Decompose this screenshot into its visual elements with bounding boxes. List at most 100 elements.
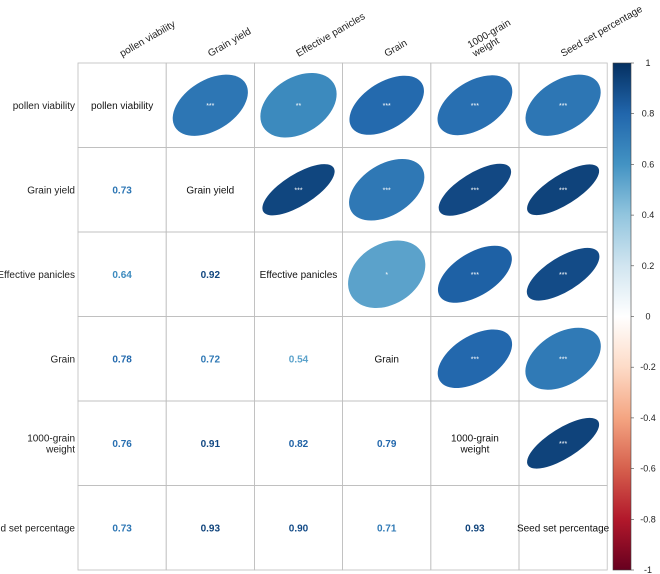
column-label-line: Seed set percentage xyxy=(559,4,645,60)
correlation-value: 0.79 xyxy=(377,439,397,450)
colorbar-tick-label: 0 xyxy=(645,312,650,322)
correlation-ellipse xyxy=(525,327,601,390)
colorbar-tick-label: 0.8 xyxy=(642,109,655,119)
significance-label: *** xyxy=(559,356,567,363)
column-labels: pollen viability Grain yield Effective pan… xyxy=(118,4,645,60)
row-label-line: weight xyxy=(45,444,75,455)
significance-label: *** xyxy=(471,272,479,279)
colorbar-gradient xyxy=(612,62,632,571)
correlation-ellipse xyxy=(526,247,600,301)
diagonal-label-line: 1000-grain xyxy=(451,433,499,444)
diagonal-label: Seed set percentage xyxy=(517,523,610,534)
colorbar-tick-label: 1 xyxy=(645,58,650,68)
significance-label: * xyxy=(385,272,388,279)
significance-label: *** xyxy=(471,356,479,363)
correlation-ellipse xyxy=(349,158,425,221)
significance-label: *** xyxy=(206,103,214,110)
colorbar-tick-label: 0.4 xyxy=(642,210,655,220)
correlation-value: 0.71 xyxy=(377,523,397,534)
correlation-ellipse xyxy=(172,74,248,136)
significance-label: ** xyxy=(296,103,302,110)
significance-label: *** xyxy=(559,187,567,194)
diagonal-label: Effective panicles xyxy=(260,270,338,281)
column-label-line: Effective panicles xyxy=(295,11,368,59)
column-label-line: pollen viability xyxy=(118,19,177,60)
correlation-value: 0.54 xyxy=(289,354,309,365)
row-label-line: 1000-grain xyxy=(27,433,75,444)
correlation-value: 0.82 xyxy=(289,439,309,450)
correlation-ellipse xyxy=(262,164,335,216)
column-label: 1000-grainweight xyxy=(465,18,518,61)
correlation-ellipse xyxy=(527,164,600,216)
row-label: Seed set percentage xyxy=(0,523,75,534)
row-label-line: Grain xyxy=(51,354,75,365)
diagonal-label-line: Grain yield xyxy=(186,185,234,196)
correlation-value: 0.76 xyxy=(112,439,132,450)
row-label-line: pollen viability xyxy=(13,101,75,112)
diagonal-label: Grain yield xyxy=(186,185,234,196)
correlation-value: 0.92 xyxy=(201,270,221,281)
colorbar-tick-label: -1 xyxy=(644,565,652,574)
significance-label: *** xyxy=(559,441,567,448)
significance-label: *** xyxy=(471,103,479,110)
diagonal-label-line: Seed set percentage xyxy=(517,523,610,534)
correlation-value: 0.93 xyxy=(465,523,485,534)
column-label: Seed set percentage xyxy=(559,4,645,60)
column-label-line: Grain xyxy=(383,38,410,60)
diagonal-label-line: pollen viability xyxy=(91,101,153,112)
diagonal-label: pollen viability xyxy=(91,101,153,112)
column-label: pollen viability xyxy=(118,19,177,60)
colorbar-tick-label: -0.6 xyxy=(640,464,656,474)
correlation-value: 0.78 xyxy=(112,354,132,365)
row-labels: pollen viability Grain yield Effective pan… xyxy=(0,101,75,535)
row-label: pollen viability xyxy=(13,101,75,112)
significance-label: *** xyxy=(559,103,567,110)
correlation-value: 0.64 xyxy=(112,270,132,281)
diagonal-label-line: weight xyxy=(459,444,489,455)
correlation-value: 0.72 xyxy=(201,354,221,365)
correlation-value: 0.93 xyxy=(201,523,221,534)
row-label-line: Effective panicles xyxy=(0,270,75,281)
correlation-value: 0.73 xyxy=(112,523,132,534)
row-label-line: Grain yield xyxy=(27,185,75,196)
correlation-value: 0.90 xyxy=(289,523,309,534)
correlation-ellipse xyxy=(260,72,337,138)
significance-label: *** xyxy=(471,187,479,194)
colorbar-tick-label: 0.2 xyxy=(642,261,655,271)
significance-label: *** xyxy=(294,187,302,194)
correlation-ellipse xyxy=(349,75,424,135)
correlation-ellipse xyxy=(527,417,600,469)
diagonal-label-line: Grain xyxy=(374,354,398,365)
matrix-cells: pollen viability *** ** *** *** ***0.73 Grain … xyxy=(77,62,610,571)
correlation-ellipse xyxy=(438,163,512,216)
correlation-ellipse xyxy=(525,74,601,136)
column-label: Effective panicles xyxy=(295,11,368,59)
correlation-ellipse xyxy=(348,240,426,309)
significance-label: *** xyxy=(559,272,567,279)
row-label: 1000-grain weight xyxy=(27,433,75,455)
diagonal-label: Grain xyxy=(374,354,398,365)
matrix-cell xyxy=(518,485,608,571)
row-label: Effective panicles xyxy=(0,270,75,281)
colorbar: 1 0.8 0.6 0.4 0.2 0 -0.2 -0.4 -0.6 -0.8 -1 xyxy=(612,58,656,574)
colorbar-tick-label: -0.8 xyxy=(640,514,656,524)
colorbar-tick-label: 0.6 xyxy=(642,159,655,169)
colorbar-tick-label: -0.4 xyxy=(640,413,656,423)
correlation-ellipse xyxy=(437,329,513,389)
significance-label: *** xyxy=(383,187,391,194)
column-label: Grain xyxy=(383,38,410,60)
correlation-value: 0.73 xyxy=(112,185,132,196)
column-label: Grain yield xyxy=(206,26,253,59)
correlation-ellipse xyxy=(437,245,512,303)
significance-label: *** xyxy=(383,103,391,110)
column-label-line: Grain yield xyxy=(206,26,253,59)
diagonal-label-line: Effective panicles xyxy=(260,270,338,281)
row-label: Grain xyxy=(51,354,75,365)
correlation-value: 0.91 xyxy=(201,439,221,450)
colorbar-tick-label: -0.2 xyxy=(640,362,656,372)
row-label-line: Seed set percentage xyxy=(0,523,75,534)
correlation-ellipse xyxy=(437,75,513,136)
diagonal-label: 1000-grain weight xyxy=(451,433,499,455)
row-label: Grain yield xyxy=(27,185,75,196)
